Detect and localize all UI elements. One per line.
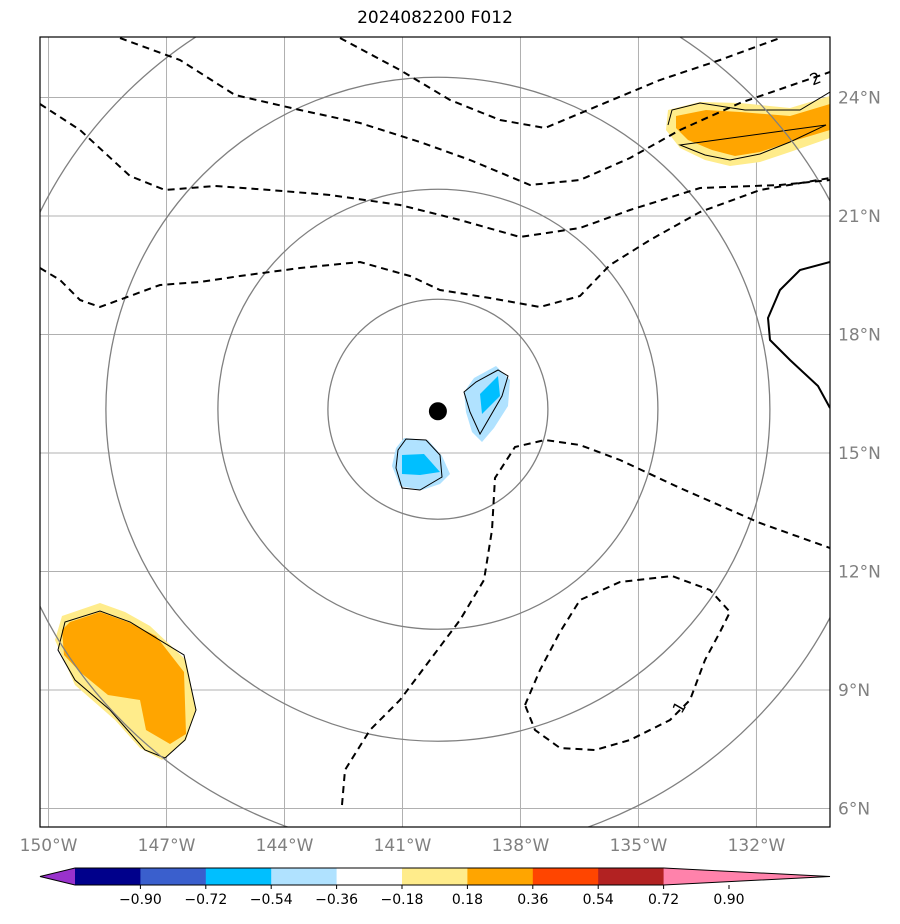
shading-center-east (463, 366, 510, 442)
colorbar-segment-4 (271, 868, 338, 885)
lat-label-2: 12°N (838, 563, 881, 583)
shading-lower-left (55, 603, 197, 760)
colorbar-segment-6 (402, 868, 468, 885)
colorbar-label-0: −0.90 (119, 892, 162, 908)
lon-label-6: 132°W (728, 836, 786, 856)
colorbar-label-4: −0.18 (381, 892, 424, 908)
colorbar-segment-7 (467, 868, 534, 885)
colorbar-extend-high (663, 868, 830, 885)
lat-label-6: 24°N (838, 89, 881, 109)
colorbar-label-2: −0.54 (250, 892, 293, 908)
range-rings (40, 37, 830, 827)
range-ring-0 (327, 298, 549, 520)
colorbar-segment-3 (205, 868, 272, 885)
lat-label-5: 21°N (838, 207, 881, 227)
colorbar: −0.90 −0.72 −0.54 −0.36 −0.18 0.18 0.36 0.54 0.7… (39, 867, 831, 908)
lon-label-0: 150°W (20, 836, 78, 856)
lat-label-1: 9°N (838, 681, 870, 701)
range-ring-1 (217, 188, 659, 630)
solid-contour (766, 261, 830, 409)
colorbar-label-7: 0.54 (583, 892, 614, 908)
shading-upper-right (666, 91, 830, 166)
lon-label-3: 141°W (374, 836, 432, 856)
colorbar-label-5: 0.18 (452, 892, 483, 908)
map-title: 2024082200 F012 (357, 8, 513, 28)
colorbar-label-6: 0.36 (517, 892, 548, 908)
colorbar-extend-low (40, 868, 75, 885)
colorbar-label-1: −0.72 (184, 892, 227, 908)
shading-center-west (392, 438, 450, 491)
range-ring-2 (105, 76, 771, 742)
colorbar-outline (39, 867, 831, 886)
lon-label-1: 147°W (138, 836, 196, 856)
colorbar-label-3: −0.36 (315, 892, 358, 908)
lon-label-5: 135°W (610, 836, 668, 856)
colorbar-segment-5 (336, 868, 403, 885)
latitude-labels: 6°N 9°N 12°N 15°N 18°N 21°N 24°N (838, 89, 881, 820)
lat-label-4: 18°N (838, 326, 881, 346)
dashed-contours (40, 37, 830, 806)
colorbar-segment-9 (598, 868, 665, 885)
plot-frame (39, 36, 831, 828)
lon-label-4: 138°W (492, 836, 550, 856)
colorbar-segment-8 (532, 868, 599, 885)
longitude-labels: 150°W 147°W 144°W 141°W 138°W 135°W 132°W (20, 836, 786, 856)
lon-label-2: 144°W (256, 836, 314, 856)
colorbar-segment-2 (140, 868, 207, 885)
colorbar-segment-1 (75, 868, 141, 885)
storm-center-marker (428, 402, 447, 421)
colorbar-label-8: 0.72 (648, 892, 679, 908)
colorbar-label-9: 0.90 (713, 892, 744, 908)
lat-label-0: 6°N (838, 800, 870, 820)
lat-label-3: 15°N (838, 444, 881, 464)
